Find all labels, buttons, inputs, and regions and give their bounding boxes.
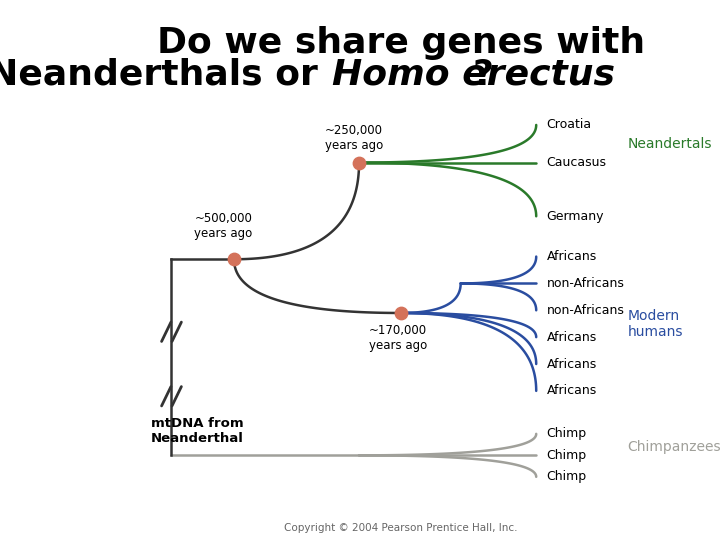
Text: Neanderthals or: Neanderthals or [0, 58, 330, 92]
Text: Modern
humans: Modern humans [627, 309, 683, 339]
Text: ~170,000
years ago: ~170,000 years ago [369, 323, 427, 352]
Text: non-Africans: non-Africans [546, 277, 624, 290]
Text: Africans: Africans [546, 384, 597, 397]
Point [395, 309, 407, 318]
Text: ~250,000
years ago: ~250,000 years ago [325, 124, 383, 152]
Text: Africans: Africans [546, 330, 597, 343]
Text: ~500,000
years ago: ~500,000 years ago [194, 212, 253, 240]
Text: mtDNA from
Neanderthal: mtDNA from Neanderthal [150, 416, 243, 444]
Text: Copyright © 2004 Pearson Prentice Hall, Inc.: Copyright © 2004 Pearson Prentice Hall, … [284, 523, 518, 533]
Text: Homo erectus: Homo erectus [332, 58, 615, 92]
Text: Croatia: Croatia [546, 118, 592, 131]
Text: Do we share genes with: Do we share genes with [157, 25, 645, 59]
Point [228, 255, 240, 264]
Text: Chimpanzees: Chimpanzees [627, 440, 720, 454]
Text: non-Africans: non-Africans [546, 304, 624, 317]
Text: Germany: Germany [546, 210, 604, 223]
Text: Africans: Africans [546, 357, 597, 370]
Text: ?: ? [472, 58, 494, 92]
Text: Chimp: Chimp [546, 449, 587, 462]
Text: Chimp: Chimp [546, 427, 587, 440]
Text: Chimp: Chimp [546, 470, 587, 483]
Text: Caucasus: Caucasus [546, 156, 607, 169]
Text: Africans: Africans [546, 250, 597, 263]
Text: Neandertals: Neandertals [627, 137, 712, 151]
Point [354, 158, 365, 167]
